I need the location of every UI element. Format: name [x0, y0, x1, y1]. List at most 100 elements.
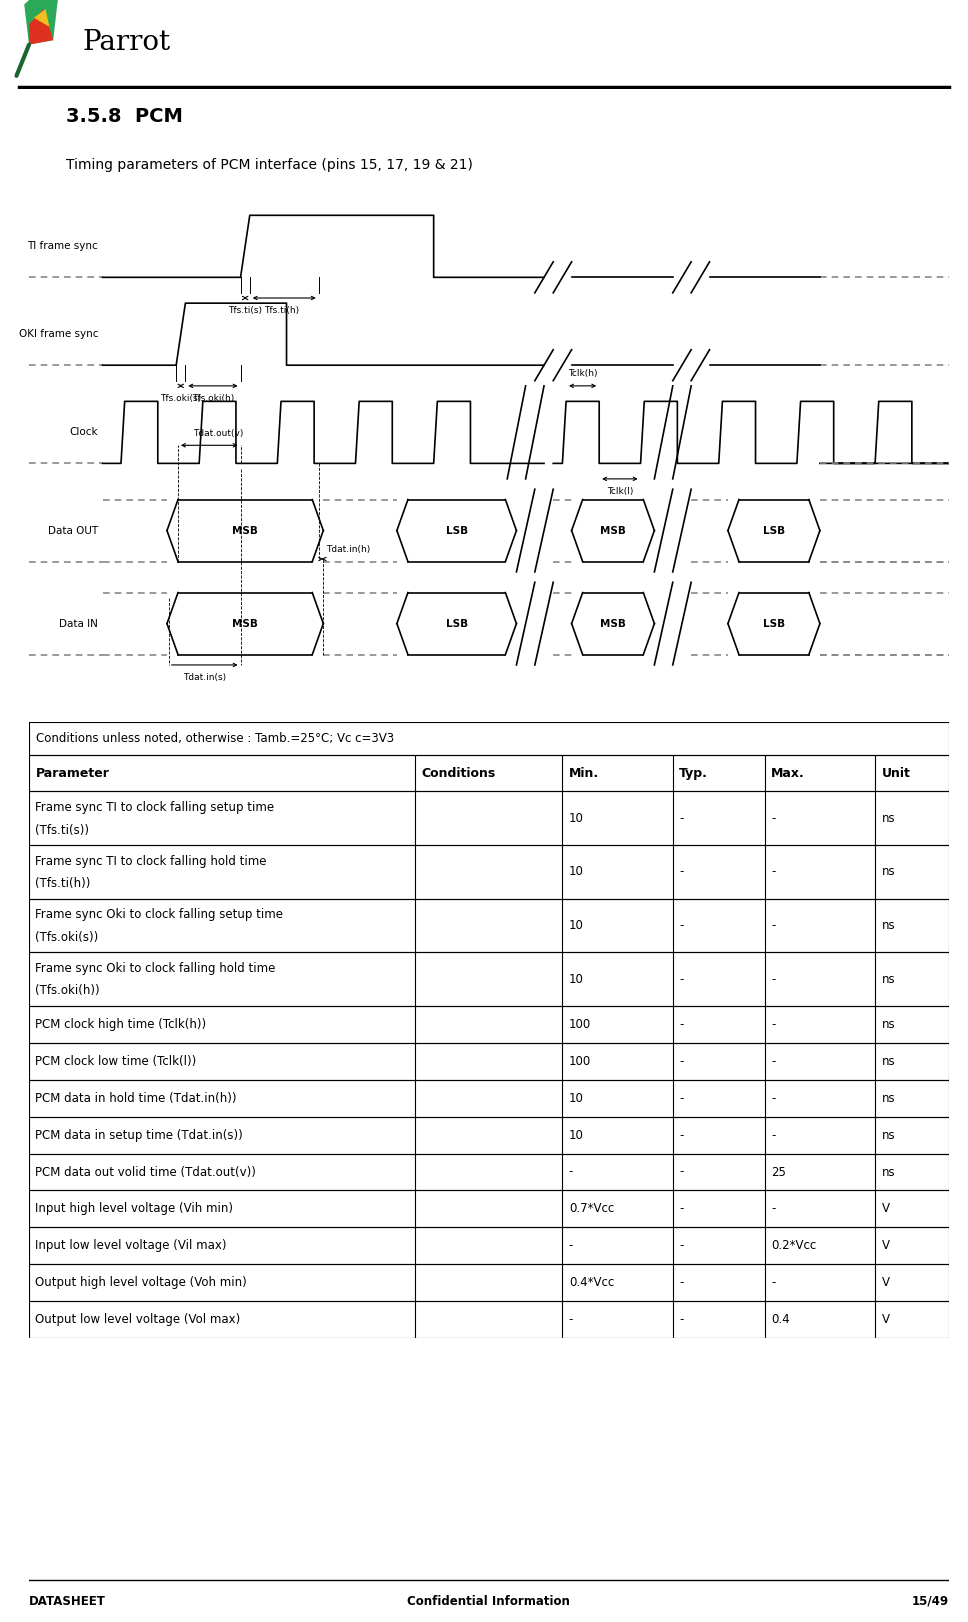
Text: Frame sync TI to clock falling hold time: Frame sync TI to clock falling hold time: [36, 855, 267, 868]
Text: -: -: [680, 920, 683, 933]
Text: PCM clock high time (Tclk(h)): PCM clock high time (Tclk(h)): [36, 1019, 206, 1032]
Text: Tfs.ti(h): Tfs.ti(h): [264, 307, 299, 315]
Text: 0.7*Vcc: 0.7*Vcc: [569, 1202, 614, 1215]
Text: Output high level voltage (Voh min): Output high level voltage (Voh min): [36, 1277, 247, 1289]
Text: V: V: [882, 1314, 890, 1327]
Text: -: -: [680, 1129, 683, 1142]
Text: ns: ns: [882, 1054, 895, 1067]
Text: -: -: [680, 1202, 683, 1215]
Text: LSB: LSB: [763, 618, 785, 629]
Text: Clock: Clock: [70, 427, 98, 438]
Text: Frame sync Oki to clock falling setup time: Frame sync Oki to clock falling setup ti…: [36, 908, 284, 921]
Text: (Tfs.oki(h)): (Tfs.oki(h)): [36, 985, 100, 998]
Text: PCM data in setup time (Tdat.in(s)): PCM data in setup time (Tdat.in(s)): [36, 1129, 243, 1142]
Text: 10: 10: [569, 920, 584, 933]
Text: 0.4: 0.4: [771, 1314, 790, 1327]
Text: 25: 25: [771, 1166, 786, 1179]
Text: 10: 10: [569, 1092, 584, 1105]
Text: Min.: Min.: [569, 767, 599, 780]
Text: Tfs.ti(s): Tfs.ti(s): [228, 307, 262, 315]
Text: -: -: [680, 973, 683, 986]
Text: -: -: [569, 1239, 573, 1252]
Polygon shape: [24, 0, 58, 44]
Text: -: -: [771, 1129, 775, 1142]
Text: -: -: [771, 1092, 775, 1105]
Text: LSB: LSB: [445, 526, 468, 535]
Text: -: -: [771, 1019, 775, 1032]
Text: Output low level voltage (Vol max): Output low level voltage (Vol max): [36, 1314, 241, 1327]
Text: (Tfs.ti(h)): (Tfs.ti(h)): [36, 878, 91, 890]
Text: -: -: [680, 1314, 683, 1327]
Text: -: -: [771, 866, 775, 879]
Text: -: -: [569, 1314, 573, 1327]
Text: PCM clock low time (Tclk(l)): PCM clock low time (Tclk(l)): [36, 1054, 197, 1067]
Text: -: -: [680, 1239, 683, 1252]
Text: ns: ns: [882, 1129, 895, 1142]
Text: 10: 10: [569, 1129, 584, 1142]
Text: -: -: [569, 1166, 573, 1179]
Text: PCM data in hold time (Tdat.in(h)): PCM data in hold time (Tdat.in(h)): [36, 1092, 237, 1105]
Text: Frame sync Oki to clock falling hold time: Frame sync Oki to clock falling hold tim…: [36, 962, 276, 975]
Text: ns: ns: [882, 811, 895, 824]
Text: -: -: [771, 1277, 775, 1289]
Text: V: V: [882, 1239, 890, 1252]
Text: Timing parameters of PCM interface (pins 15, 17, 19 & 21): Timing parameters of PCM interface (pins…: [66, 159, 472, 172]
Text: -: -: [680, 1277, 683, 1289]
Text: ns: ns: [882, 973, 895, 986]
Text: 0.2*Vcc: 0.2*Vcc: [771, 1239, 816, 1252]
Text: Tdat.in(h): Tdat.in(h): [326, 545, 371, 553]
Polygon shape: [34, 10, 49, 26]
Text: -: -: [680, 866, 683, 879]
Text: LSB: LSB: [445, 618, 468, 629]
Text: MSB: MSB: [600, 526, 626, 535]
Polygon shape: [29, 10, 53, 44]
Text: 10: 10: [569, 973, 584, 986]
Text: Data IN: Data IN: [59, 618, 98, 629]
Text: LSB: LSB: [763, 526, 785, 535]
Text: Tclk(l): Tclk(l): [607, 487, 633, 496]
Text: Parameter: Parameter: [36, 767, 109, 780]
Text: 3.5.8  PCM: 3.5.8 PCM: [66, 107, 183, 125]
Text: ns: ns: [882, 866, 895, 879]
Text: 10: 10: [569, 811, 584, 824]
Text: ns: ns: [882, 1019, 895, 1032]
Text: (Tfs.oki(s)): (Tfs.oki(s)): [36, 931, 99, 944]
Text: 10: 10: [569, 866, 584, 879]
Text: MSB: MSB: [232, 526, 258, 535]
Text: Tfs.oki(s): Tfs.oki(s): [161, 394, 201, 402]
Text: DATASHEET: DATASHEET: [29, 1594, 106, 1607]
Text: 100: 100: [569, 1019, 591, 1032]
Text: Data OUT: Data OUT: [47, 526, 98, 535]
Text: -: -: [771, 1202, 775, 1215]
Text: -: -: [680, 811, 683, 824]
Text: V: V: [882, 1277, 890, 1289]
Text: -: -: [771, 1054, 775, 1067]
Text: 100: 100: [569, 1054, 591, 1067]
Text: Tdat.in(s): Tdat.in(s): [183, 673, 227, 681]
Text: V: V: [882, 1202, 890, 1215]
Text: MSB: MSB: [232, 618, 258, 629]
Text: -: -: [680, 1166, 683, 1179]
Text: Conditions: Conditions: [422, 767, 496, 780]
Text: Input high level voltage (Vih min): Input high level voltage (Vih min): [36, 1202, 233, 1215]
Text: -: -: [771, 973, 775, 986]
Text: ns: ns: [882, 1166, 895, 1179]
Text: PCM data out volid time (Tdat.out(v)): PCM data out volid time (Tdat.out(v)): [36, 1166, 257, 1179]
Text: Tfs.oki(h): Tfs.oki(h): [192, 394, 234, 402]
Text: Conditions unless noted, otherwise : Tamb.=25°C; Vc c=3V3: Conditions unless noted, otherwise : Tam…: [37, 732, 395, 744]
Text: -: -: [771, 920, 775, 933]
Text: MSB: MSB: [600, 618, 626, 629]
Text: -: -: [680, 1092, 683, 1105]
Text: -: -: [680, 1054, 683, 1067]
Text: TI frame sync: TI frame sync: [27, 242, 98, 251]
Text: Tclk(h): Tclk(h): [568, 370, 597, 378]
Text: ns: ns: [882, 1092, 895, 1105]
Text: Confidential Information: Confidential Information: [408, 1594, 570, 1607]
Text: 15/49: 15/49: [912, 1594, 949, 1607]
Text: -: -: [771, 811, 775, 824]
Text: Frame sync TI to clock falling setup time: Frame sync TI to clock falling setup tim…: [36, 801, 275, 814]
Text: Max.: Max.: [771, 767, 805, 780]
Text: Parrot: Parrot: [82, 29, 170, 57]
Text: Typ.: Typ.: [680, 767, 708, 780]
Text: (Tfs.ti(s)): (Tfs.ti(s)): [36, 824, 89, 837]
